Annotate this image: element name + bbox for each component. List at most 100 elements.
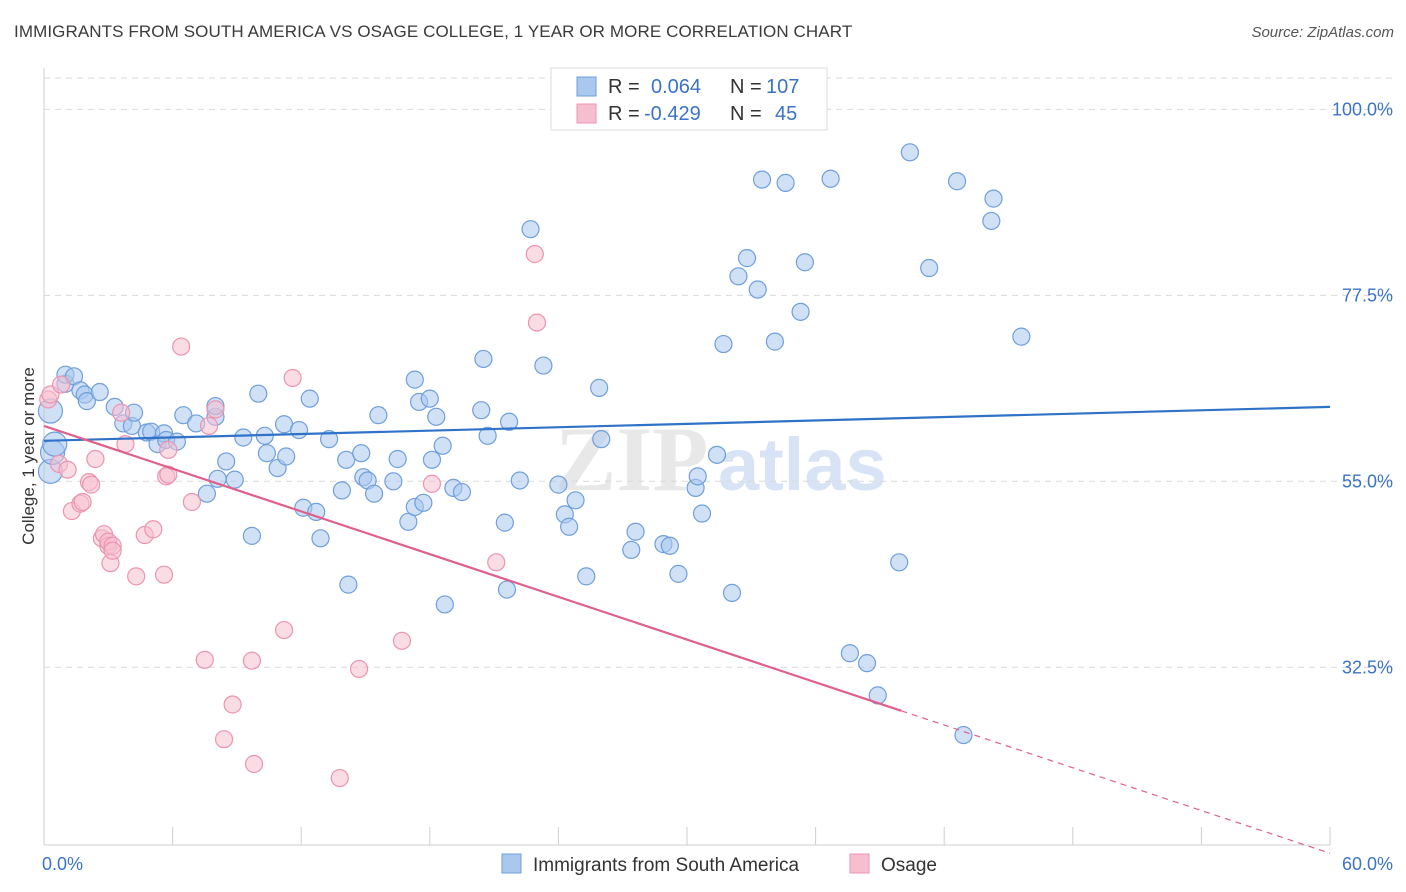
point-pink-4 <box>58 460 77 479</box>
watermark-atlas: atlas <box>718 423 887 506</box>
point-pink-31 <box>206 400 225 419</box>
point-blue-93 <box>737 249 757 268</box>
legend-swatch-blue <box>576 76 597 97</box>
point-blue-64 <box>452 482 472 502</box>
point-blue-71 <box>510 471 529 490</box>
point-blue-100 <box>821 169 840 188</box>
point-blue-21 <box>174 406 193 425</box>
trend-line-pink <box>43 424 902 712</box>
point-blue-29 <box>234 428 253 447</box>
point-blue-55 <box>405 370 424 389</box>
point-pink-33 <box>223 695 242 714</box>
y-tick-labels: 32.5% 55.0% 77.5% 100.0% <box>1332 99 1393 677</box>
point-blue-58 <box>420 389 439 408</box>
trend-line-blue <box>43 405 1331 442</box>
point-pink-38 <box>330 768 349 788</box>
point-pink-26 <box>159 440 178 459</box>
point-pink-43 <box>525 244 544 264</box>
point-blue-51 <box>384 472 403 491</box>
point-blue-31 <box>249 384 268 403</box>
point-blue-49 <box>364 484 384 503</box>
point-blue-68 <box>495 513 514 532</box>
point-pink-28 <box>182 492 201 512</box>
point-blue-45 <box>339 575 358 594</box>
point-blue-88 <box>692 504 712 523</box>
point-pink-27 <box>172 337 191 356</box>
point-blue-9 <box>77 392 96 411</box>
point-blue-80 <box>592 430 611 449</box>
series-blue-points <box>37 143 1031 745</box>
point-pink-3 <box>52 375 71 394</box>
point-pink-40 <box>392 631 412 650</box>
point-blue-66 <box>474 349 493 369</box>
point-blue-27 <box>217 452 236 471</box>
y-tick-label-3: 100.0% <box>1332 99 1393 119</box>
point-pink-18 <box>112 403 131 422</box>
point-blue-96 <box>765 332 784 351</box>
point-blue-70 <box>500 412 519 431</box>
point-blue-61 <box>433 436 452 455</box>
legend-r-label-blue: R = <box>608 76 640 98</box>
point-blue-97 <box>776 173 795 192</box>
legend-bottom: Immigrants from South America Osage <box>501 853 937 876</box>
point-blue-78 <box>577 567 596 586</box>
point-pink-37 <box>283 368 302 388</box>
point-blue-85 <box>669 564 688 583</box>
point-blue-69 <box>497 580 517 599</box>
y-tick-label-2: 77.5% <box>1342 285 1393 305</box>
chart-title: IMMIGRANTS FROM SOUTH AMERICA VS OSAGE C… <box>14 22 853 41</box>
point-pink-10 <box>86 449 105 469</box>
point-blue-104 <box>890 553 909 572</box>
bottom-legend-label-blue: Immigrants from South America <box>533 855 800 876</box>
point-blue-52 <box>388 449 407 469</box>
bottom-legend-swatch-blue <box>501 853 522 874</box>
legend-box <box>550 67 828 131</box>
y-tick-label-1: 55.0% <box>1342 471 1393 491</box>
legend-n-value-blue: 107 <box>766 76 799 98</box>
point-blue-107 <box>947 172 967 191</box>
point-blue-92 <box>729 267 748 286</box>
point-blue-91 <box>722 583 742 602</box>
gridlines <box>44 77 1392 668</box>
x-tick-label-max: 60.0% <box>1342 854 1393 874</box>
point-blue-110 <box>984 189 1003 208</box>
legend-r-value-blue: 0.064 <box>651 76 701 98</box>
point-blue-57 <box>414 493 433 512</box>
point-pink-7 <box>73 492 92 512</box>
point-blue-105 <box>900 143 920 162</box>
point-pink-32 <box>214 730 234 749</box>
point-blue-109 <box>982 211 1001 231</box>
point-pink-41 <box>422 474 442 493</box>
point-blue-23 <box>197 484 216 503</box>
point-pink-22 <box>144 520 163 539</box>
point-blue-60 <box>427 407 446 426</box>
point-blue-44 <box>337 450 356 469</box>
point-blue-3 <box>42 431 68 457</box>
point-pink-36 <box>274 620 294 640</box>
point-blue-81 <box>622 540 641 560</box>
point-blue-82 <box>626 522 645 541</box>
point-pink-9 <box>82 475 101 494</box>
point-pink-35 <box>244 754 264 774</box>
point-blue-102 <box>857 654 877 673</box>
point-blue-73 <box>534 356 553 375</box>
legend-r-label-pink: R = <box>608 103 640 125</box>
point-blue-65 <box>472 401 491 420</box>
point-blue-59 <box>422 450 442 469</box>
legend-n-label-blue: N = <box>730 76 762 98</box>
point-blue-36 <box>277 447 296 466</box>
point-blue-108 <box>954 725 973 745</box>
point-blue-87 <box>688 467 707 486</box>
point-blue-67 <box>478 426 497 445</box>
y-tick-label-0: 32.5% <box>1342 657 1393 677</box>
point-blue-40 <box>307 502 326 521</box>
legend-r-value-pink: -0.429 <box>644 103 701 125</box>
bottom-legend-swatch-pink <box>849 853 870 874</box>
point-blue-50 <box>369 406 388 425</box>
legend-n-value-pink: 45 <box>775 103 797 125</box>
legend-swatch-pink <box>576 103 597 124</box>
point-blue-10 <box>90 382 109 402</box>
point-pink-39 <box>349 659 369 679</box>
point-pink-17 <box>103 541 122 560</box>
